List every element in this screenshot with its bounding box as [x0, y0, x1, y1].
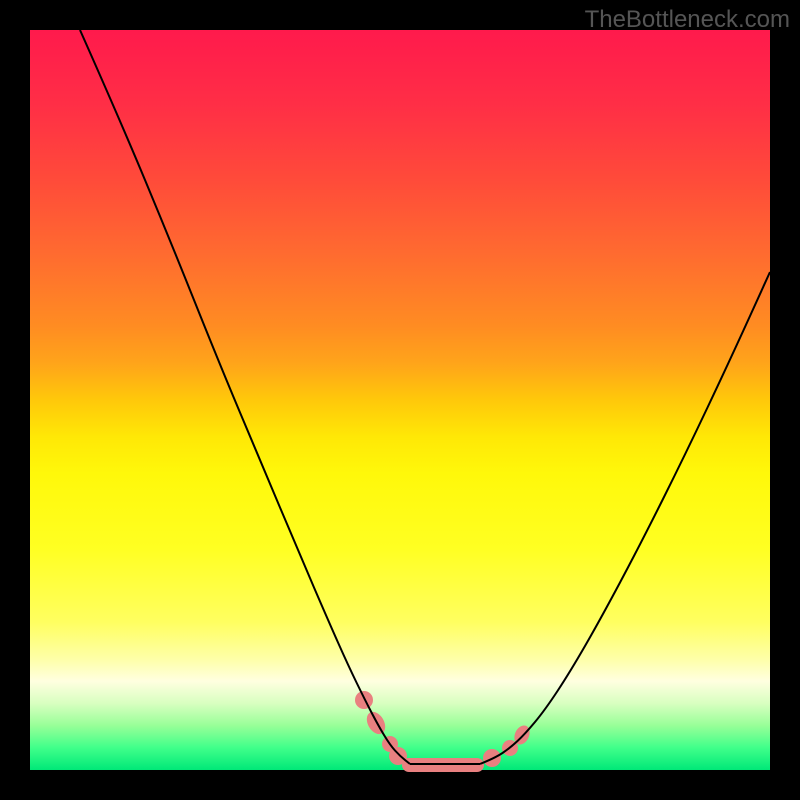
- chart-svg: [0, 0, 800, 800]
- watermark-text: TheBottleneck.com: [585, 6, 790, 34]
- bottleneck-chart: TheBottleneck.com: [0, 0, 800, 800]
- plot-background: [30, 30, 770, 770]
